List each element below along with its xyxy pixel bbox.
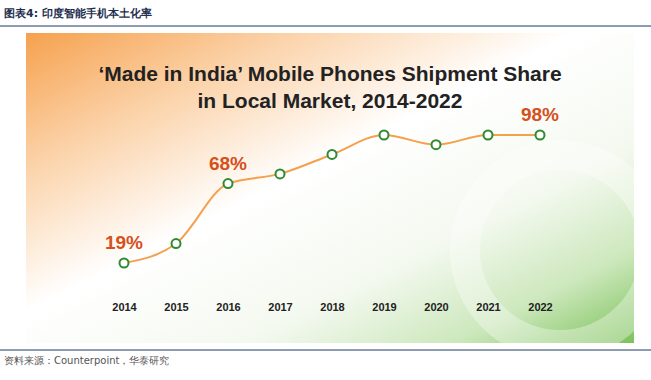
x-tick-label: 2016 — [216, 301, 240, 313]
point-marker — [380, 131, 389, 140]
source-note: 资料来源：Counterpoint，华泰研究 — [4, 355, 169, 366]
x-tick-label: 2017 — [268, 301, 292, 313]
point-marker — [224, 179, 233, 188]
point-marker — [120, 259, 129, 268]
point-marker — [432, 140, 441, 149]
x-tick: 2014 — [112, 300, 137, 313]
figure-header: 图表4: 印度智能手机本土化率 — [4, 7, 152, 20]
title-line: in Local Market, 2014-2022 — [198, 89, 463, 112]
data-label: 98% — [521, 104, 559, 125]
x-tick-label: 2019 — [372, 301, 396, 313]
x-tick-label: 2014 — [112, 301, 137, 313]
x-axis: 2014 2015 2016 2017 2018 2019 2020 2021 2022 — [112, 300, 552, 313]
x-tick: 2019 — [372, 300, 396, 313]
x-tick: 2021 — [476, 300, 500, 313]
x-tick: 2015 — [164, 300, 188, 313]
x-tick-label: 2022 — [528, 301, 552, 313]
data-label: 19% — [105, 232, 143, 253]
chart-root: 图表4: 印度智能手机本土化率资料来源：Counterpoint，华泰研究 ‘Ma… — [0, 0, 651, 380]
point-marker — [484, 131, 493, 140]
x-tick: 2016 — [216, 300, 240, 313]
title-line: ‘Made in India’ Mobile Phones Shipment S… — [98, 62, 561, 85]
decor-ring — [465, 155, 651, 345]
x-tick-label: 2015 — [164, 301, 188, 313]
x-tick: 2020 — [424, 300, 448, 313]
point-marker — [276, 169, 285, 178]
point-marker — [172, 239, 181, 248]
card-background — [26, 33, 634, 343]
series-line — [124, 135, 540, 263]
x-tick: 2022 — [528, 300, 552, 313]
point-marker — [536, 131, 545, 140]
footer-rule — [0, 350, 651, 351]
data-labels: 19% 68% 98% — [105, 104, 559, 253]
header-rule — [0, 26, 651, 27]
x-tick-label: 2020 — [424, 301, 448, 313]
plot-area — [120, 131, 545, 268]
x-tick-label: 2021 — [476, 301, 500, 313]
x-tick-label: 2018 — [320, 301, 344, 313]
data-label: 68% — [209, 153, 247, 174]
x-tick: 2017 — [268, 300, 292, 313]
chart-title: ‘Made in India’ Mobile Phones Shipment S… — [98, 62, 561, 112]
x-tick: 2018 — [320, 300, 344, 313]
point-marker — [328, 150, 337, 159]
